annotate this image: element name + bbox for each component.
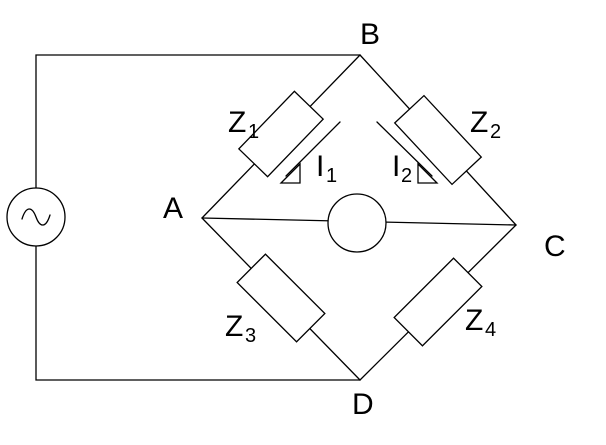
label-z4: Z 4 — [465, 304, 496, 341]
node-label-b: B — [360, 18, 380, 51]
svg-text:Z: Z — [228, 106, 246, 139]
label-z3: Z 3 — [225, 310, 256, 347]
svg-text:4: 4 — [485, 319, 496, 341]
node-label-d: D — [352, 388, 374, 421]
detector-circle-icon — [327, 193, 387, 253]
svg-text:I: I — [316, 150, 324, 183]
svg-text:3: 3 — [245, 325, 256, 347]
svg-text:2: 2 — [401, 165, 412, 187]
ac-source-icon — [6, 187, 66, 247]
svg-text:Z: Z — [465, 304, 483, 337]
svg-text:Z: Z — [225, 310, 243, 343]
current-arrow-i2 — [376, 121, 439, 184]
svg-text:Z: Z — [470, 106, 488, 139]
impedance-z2 — [393, 94, 483, 186]
source-loop-wires — [35, 54, 361, 381]
svg-text:1: 1 — [248, 121, 259, 143]
label-z2: Z 2 — [470, 106, 501, 143]
impedance-z1 — [237, 90, 325, 178]
svg-text:I: I — [392, 150, 400, 183]
impedance-z4 — [393, 257, 483, 347]
label-i2: I 2 — [392, 150, 412, 187]
svg-text:1: 1 — [326, 165, 337, 187]
node-label-a: A — [163, 192, 183, 225]
wire-bottom-to-d — [35, 244, 361, 381]
impedance-z3 — [236, 253, 326, 343]
current-arrow-i1 — [279, 121, 341, 184]
label-i1: I 1 — [316, 150, 337, 187]
svg-text:2: 2 — [490, 121, 501, 143]
wire-top-to-b — [35, 54, 361, 189]
label-z1: Z 1 — [228, 106, 259, 143]
node-label-c: C — [544, 230, 566, 263]
